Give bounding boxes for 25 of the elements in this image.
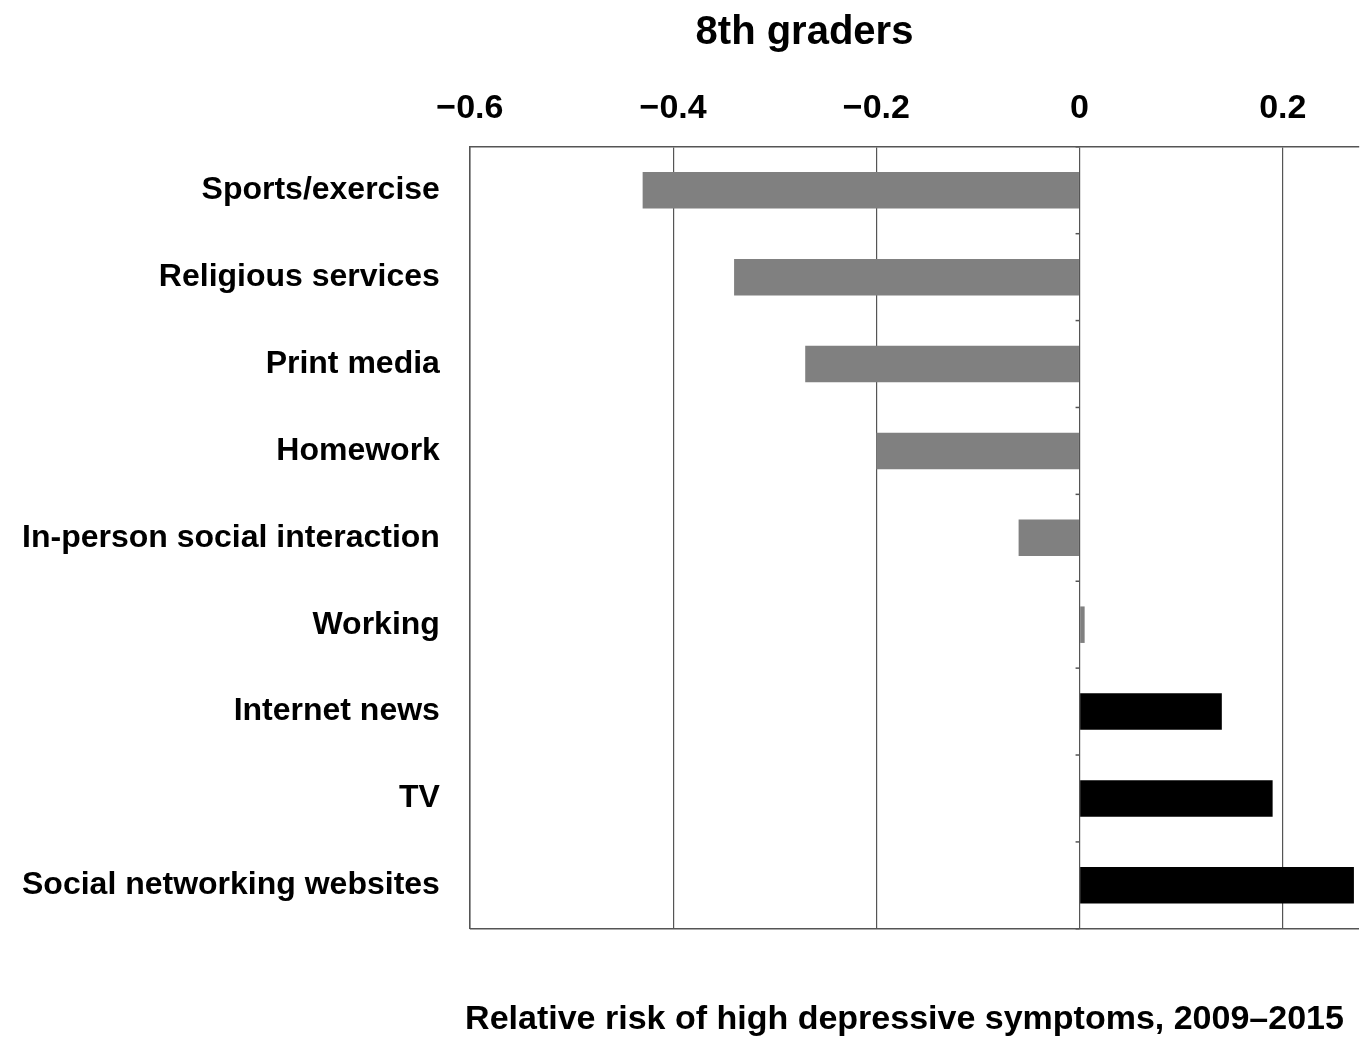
x-tick-label: 0.2 (1259, 86, 1307, 125)
bar (642, 172, 1079, 209)
y-tick-label: In-person social interaction (22, 517, 440, 554)
y-tick-label: Working (312, 604, 440, 641)
y-tick-label: Print media (265, 343, 441, 380)
y-tick-label: Homework (276, 430, 441, 467)
x-tick-label: −0.4 (639, 86, 707, 125)
x-axis-title: Relative risk of high depressive symptoms, 2009–2015 (464, 998, 1345, 1037)
x-tick-label: −0.6 (436, 86, 504, 125)
bar (1018, 519, 1079, 557)
y-tick-label: Religious services (158, 256, 440, 293)
y-tick-label: Social networking websites (22, 865, 440, 902)
bar (734, 258, 1079, 296)
bar (1080, 867, 1354, 904)
y-tick-label: Internet news (233, 691, 440, 728)
bar (876, 432, 1079, 470)
bar (1080, 693, 1222, 730)
y-tick-label: TV (399, 778, 441, 815)
bar (1080, 780, 1273, 817)
y-tick-label: Sports/exercise (201, 170, 440, 207)
bar (805, 345, 1079, 383)
x-tick-label: 0 (1070, 86, 1090, 125)
x-tick-label: −0.2 (842, 86, 910, 125)
chart-title: 8th graders (694, 8, 915, 53)
bar (1080, 606, 1085, 643)
